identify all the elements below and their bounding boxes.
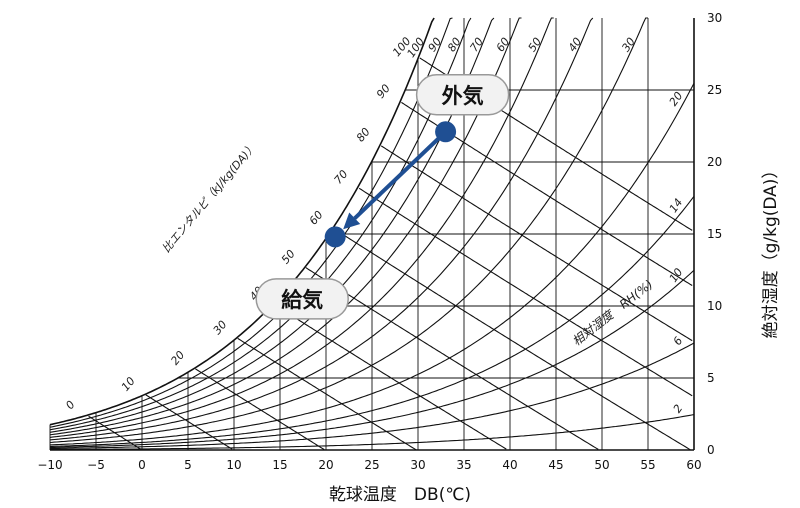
enthalpy-tick-label: 70 — [332, 168, 351, 187]
supply-air-label-bg — [255, 278, 349, 320]
rh-tick-label: 14 — [667, 196, 686, 215]
enthalpy-tick-label: 60 — [307, 208, 326, 227]
enthalpy-line — [333, 227, 691, 451]
x-tick-label: 25 — [364, 458, 379, 472]
outside-air-label-bg — [415, 74, 510, 116]
rh-curve — [50, 414, 695, 451]
x-tick-label: 20 — [318, 458, 333, 472]
rh-curve — [49, 269, 695, 449]
x-axis-title: 乾球温度 DB(℃) — [329, 485, 471, 505]
y-tick-label: 0 — [707, 443, 715, 457]
rh-curve — [49, 17, 648, 443]
rh-curve — [49, 195, 695, 448]
rh-curve — [49, 17, 594, 441]
enthalpy-tick-label: 20 — [168, 348, 187, 367]
process-arrowhead — [343, 212, 361, 230]
enthalpy-tick-label: 0 — [63, 398, 77, 412]
y-axis-title: 絶対湿度（g/kg(DA)） — [761, 162, 781, 339]
rh-curve — [49, 17, 522, 436]
enthalpy-tick-label: 90 — [374, 82, 393, 101]
rh-tick-label: 30 — [619, 35, 638, 54]
rh-tick-label: 50 — [526, 35, 545, 54]
enthalpy-line — [305, 267, 599, 450]
outside-air-label: 外気 — [442, 84, 484, 108]
x-tick-label: 30 — [410, 458, 425, 472]
enthalpy-line — [358, 187, 693, 397]
rh-curve — [49, 17, 435, 426]
rh-curve — [50, 342, 695, 450]
axis-ticks: −10 −5 0 5 10 15 20 25 30 35 40 45 50 55 6005101520253… — [37, 11, 722, 472]
enthalpy-line — [88, 415, 143, 451]
x-tick-label: 60 — [686, 458, 701, 472]
rh-tick-label: 80 — [445, 35, 464, 54]
rh-tick-label: 6 — [671, 335, 686, 348]
x-tick-label: 50 — [594, 458, 609, 472]
x-tick-label: 5 — [184, 458, 192, 472]
rh-curve — [49, 17, 554, 438]
enthalpy-line — [380, 145, 693, 342]
x-tick-label: 0 — [138, 458, 146, 472]
enthalpy-tick-label: 10 — [119, 375, 138, 394]
x-tick-label: 40 — [502, 458, 517, 472]
y-tick-label: 5 — [707, 371, 715, 385]
enthalpy-tick-label: 30 — [211, 318, 230, 337]
rh-curve — [49, 17, 472, 431]
supply-air-label: 給気 — [281, 288, 323, 312]
chart-grid — [49, 18, 695, 450]
y-tick-label: 30 — [707, 11, 722, 25]
rh-tick-label: 10 — [667, 266, 686, 285]
x-tick-label: −10 — [37, 458, 62, 472]
rh-curve — [49, 82, 695, 446]
rh-tick-label: 40 — [566, 35, 585, 54]
x-tick-label: −5 — [87, 458, 105, 472]
enthalpy-tick-label: 50 — [279, 247, 298, 266]
enthalpy-axis-title: 比エンタルピ（kJ/kg(DA)） — [160, 140, 259, 255]
enthalpy-tick-label: 80 — [354, 125, 373, 144]
y-tick-label: 10 — [707, 299, 722, 313]
x-tick-label: 45 — [548, 458, 563, 472]
rh-tick-label: 70 — [467, 35, 486, 54]
rh-curve — [49, 17, 495, 433]
rh-tick-label: 2 — [671, 402, 686, 415]
curve-labels: 0102030405060708090100261014203040506070… — [63, 35, 685, 416]
x-tick-label: 55 — [640, 458, 655, 472]
enthalpy-line — [274, 304, 507, 450]
enthalpy-line — [145, 394, 233, 450]
x-tick-label: 15 — [272, 458, 287, 472]
y-tick-label: 20 — [707, 155, 722, 169]
y-tick-label: 25 — [707, 83, 722, 97]
enthalpy-line — [195, 368, 325, 450]
y-tick-label: 15 — [707, 227, 722, 241]
process-arrow-line — [353, 130, 447, 220]
rh-curve — [49, 17, 453, 428]
chart-frame — [50, 18, 695, 451]
supply-air-point — [324, 226, 346, 248]
rh-tick-label: 90 — [426, 35, 445, 54]
x-tick-label: 10 — [226, 458, 241, 472]
rh-curves — [49, 17, 695, 451]
enthalpy-line — [237, 337, 417, 451]
x-tick-label: 35 — [456, 458, 471, 472]
outside-air-point — [435, 121, 457, 143]
